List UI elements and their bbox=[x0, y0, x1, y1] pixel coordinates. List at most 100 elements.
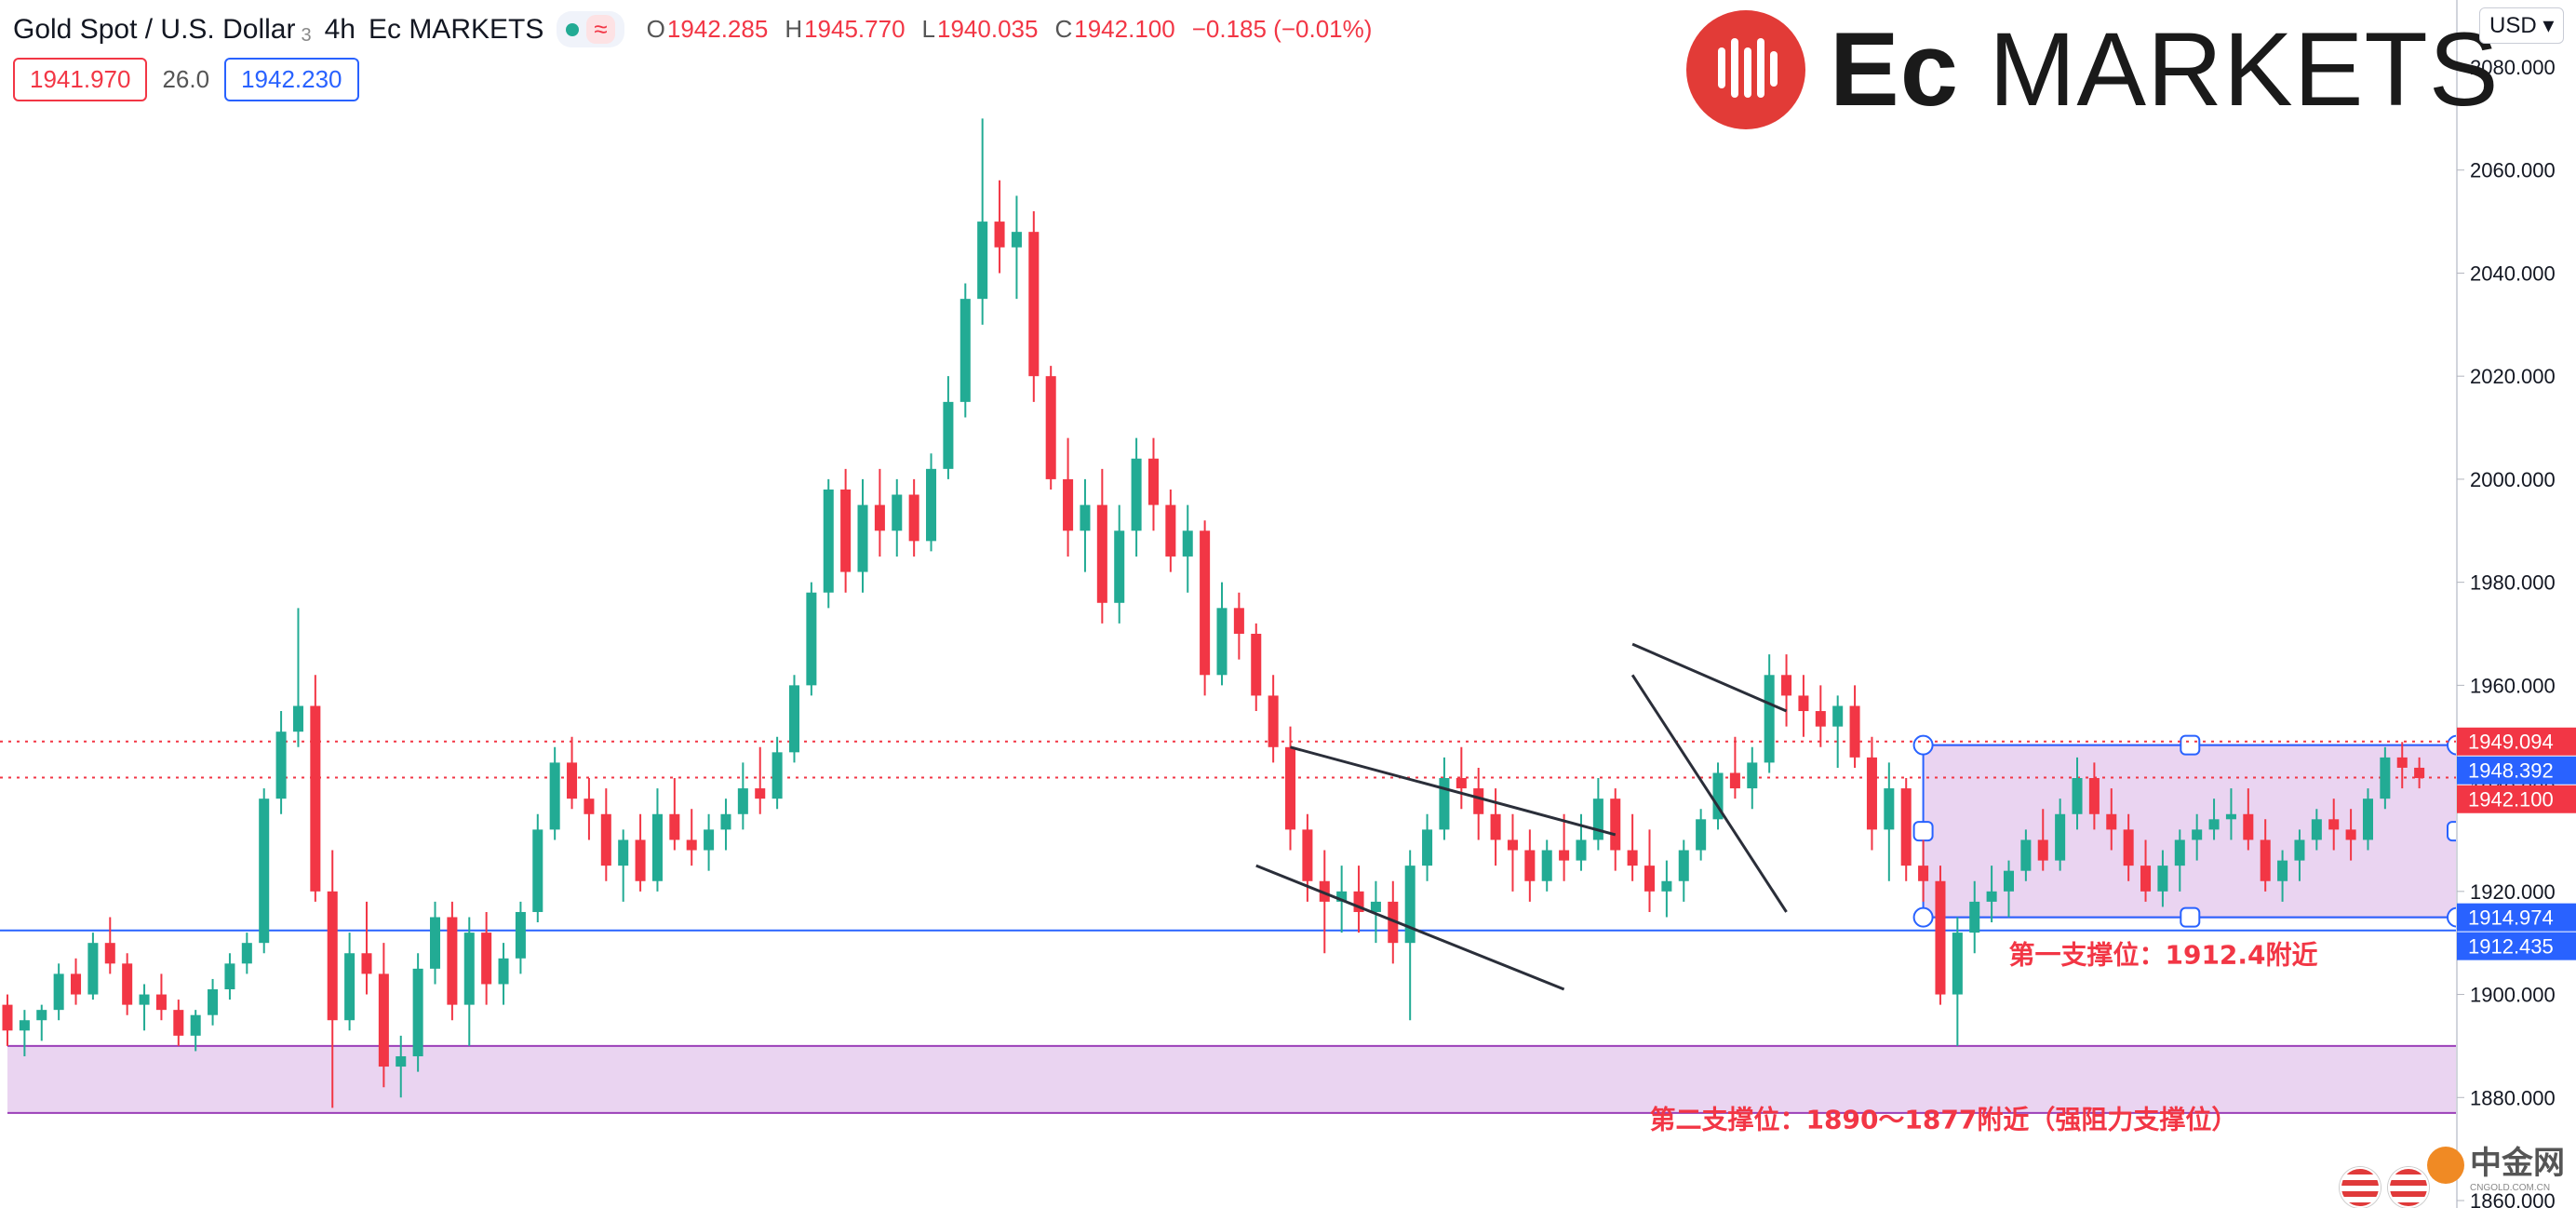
symbol-sub: 3 bbox=[301, 25, 312, 46]
candle-body bbox=[1370, 901, 1381, 912]
zone-resize-handle bbox=[1912, 906, 1934, 928]
flag-icons bbox=[2340, 1167, 2429, 1208]
candle-body bbox=[549, 762, 560, 830]
candle-body bbox=[840, 489, 852, 572]
broker-label[interactable]: Ec MARKETS bbox=[368, 13, 544, 45]
candle-body bbox=[1781, 675, 1792, 696]
candle-body bbox=[1832, 705, 1844, 727]
candle-body bbox=[515, 911, 526, 959]
candle-body bbox=[139, 994, 150, 1005]
candle-body bbox=[1439, 778, 1450, 830]
price-axis bbox=[2457, 0, 2576, 1208]
price-label-tag bbox=[2457, 756, 2576, 785]
us-flag-icon bbox=[2388, 1167, 2429, 1208]
price-label-text: 1914.974 bbox=[2468, 906, 2554, 930]
y-tick-label: 2020.000 bbox=[2470, 365, 2556, 388]
candle-body bbox=[327, 891, 338, 1021]
candle-body bbox=[1200, 530, 1211, 676]
chart-header: Gold Spot / U.S. Dollar 3 4h Ec MARKETS … bbox=[13, 11, 1372, 47]
candle-body bbox=[498, 958, 509, 985]
candle-body bbox=[2380, 757, 2391, 799]
candle-body bbox=[463, 933, 475, 1005]
candle-body bbox=[2123, 829, 2134, 866]
candle-body bbox=[1729, 772, 1740, 789]
candle-body bbox=[2192, 829, 2203, 840]
candle-body bbox=[1216, 608, 1228, 676]
y-tick-label: 1860.000 bbox=[2470, 1189, 2556, 1208]
candle-body bbox=[2362, 799, 2373, 840]
candle-body bbox=[686, 839, 697, 851]
candle-body bbox=[1011, 232, 1022, 248]
currency-dropdown[interactable]: USD ▾ bbox=[2479, 7, 2565, 44]
candle-body bbox=[2037, 839, 2048, 861]
buy-button[interactable]: 1942.230 bbox=[224, 58, 359, 101]
candle-body bbox=[1096, 504, 1107, 603]
candle-body bbox=[208, 989, 219, 1015]
candle-body bbox=[1045, 376, 1056, 479]
candle-body bbox=[292, 705, 303, 732]
candle-body bbox=[259, 799, 270, 944]
candle-body bbox=[481, 933, 492, 985]
y-tick-label: 2060.000 bbox=[2470, 159, 2556, 182]
candle-body bbox=[651, 813, 663, 881]
candle-body bbox=[2414, 767, 2425, 779]
candle-body bbox=[788, 685, 800, 753]
candle-body bbox=[1080, 504, 1091, 531]
candle-body bbox=[396, 1055, 407, 1067]
candle-body bbox=[2243, 813, 2254, 840]
candle-body bbox=[1147, 458, 1159, 505]
candle-body bbox=[1404, 866, 1415, 944]
candle-body bbox=[2174, 839, 2185, 866]
ohlc-readout: O1942.285 H1945.770 L1940.035 C1942.100 … bbox=[646, 15, 1373, 43]
candle-body bbox=[1644, 866, 1656, 892]
candle-body bbox=[1935, 880, 1946, 995]
candle-body bbox=[1507, 839, 1518, 851]
candle-body bbox=[310, 705, 321, 892]
candle-body bbox=[1251, 634, 1262, 696]
price-label-text: 1942.100 bbox=[2468, 788, 2554, 812]
support-zone bbox=[7, 1045, 2457, 1113]
price-label-tag bbox=[2457, 727, 2576, 756]
candle-body bbox=[635, 839, 646, 881]
candle-body bbox=[1678, 850, 1689, 881]
candle-body bbox=[737, 788, 748, 814]
candle-body bbox=[1918, 866, 1929, 881]
candle-body bbox=[1712, 772, 1724, 820]
market-status-pill[interactable]: ≈ bbox=[557, 11, 624, 47]
candle-body bbox=[1576, 839, 1587, 861]
candle-body bbox=[1456, 778, 1467, 789]
candle-body bbox=[2020, 839, 2032, 871]
candle-body bbox=[1866, 757, 1877, 830]
candle-body bbox=[771, 752, 783, 799]
candle-body bbox=[71, 973, 82, 995]
candle-body bbox=[104, 943, 115, 964]
candle-body bbox=[2260, 839, 2271, 881]
sell-button[interactable]: 1941.970 bbox=[13, 58, 148, 101]
interval-label[interactable]: 4h bbox=[324, 13, 356, 45]
zone-resize-handle bbox=[2180, 734, 2201, 756]
candle-body bbox=[1559, 850, 1570, 861]
candle-body bbox=[926, 468, 937, 542]
symbol-name[interactable]: Gold Spot / U.S. Dollar bbox=[13, 13, 296, 45]
candle-body bbox=[122, 963, 133, 1005]
candle-body bbox=[959, 299, 971, 402]
candle-body bbox=[1661, 880, 1672, 892]
candle-body bbox=[378, 973, 389, 1067]
spread-value: 26.0 bbox=[162, 65, 210, 93]
price-label-text: 1912.435 bbox=[2468, 935, 2554, 959]
ecmarkets-logo: Ec MARKETS bbox=[1686, 9, 2500, 129]
close-value: 1942.100 bbox=[1074, 15, 1175, 43]
candle-body bbox=[806, 592, 817, 686]
candle-body bbox=[344, 953, 356, 1021]
candle-body bbox=[36, 1010, 47, 1021]
candle-body bbox=[857, 504, 868, 572]
candle-body bbox=[567, 762, 578, 799]
candle-body bbox=[1524, 850, 1536, 881]
candle-body bbox=[2208, 819, 2220, 830]
candle-body bbox=[1131, 458, 1142, 531]
candle-body bbox=[361, 953, 372, 974]
candle-body bbox=[1165, 504, 1176, 557]
low-value: 1940.035 bbox=[937, 15, 1039, 43]
candle-body bbox=[1610, 799, 1621, 851]
